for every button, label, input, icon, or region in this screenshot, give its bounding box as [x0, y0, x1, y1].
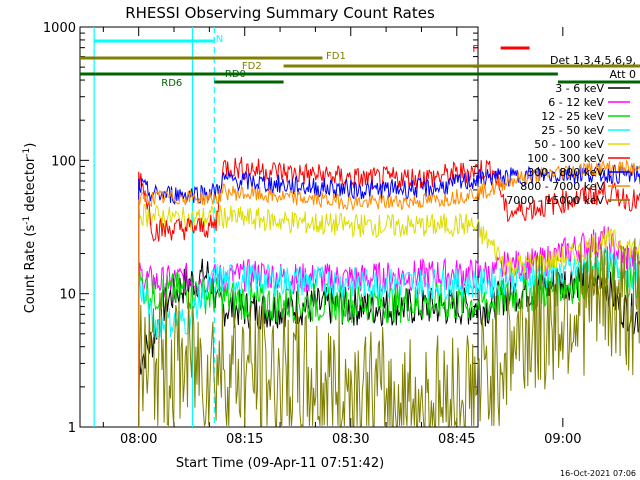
series-line	[138, 248, 640, 427]
legend-entry-label: 7000 - 15000 keV	[506, 194, 604, 207]
legend-entry-label: 800 - 7000 keV	[520, 180, 604, 193]
legend-entry-label: 3 - 6 keV	[555, 82, 604, 95]
y-tick-label: 10	[59, 288, 76, 303]
flag-label: N	[216, 34, 223, 45]
x-tick-label: 09:00	[544, 432, 581, 447]
y-axis-label-sup2: -1	[22, 148, 32, 157]
chart-title: RHESSI Observing Summary Count Rates	[125, 4, 435, 22]
y-axis-label-sup1: -1	[22, 216, 32, 225]
legend-entry-label: 50 - 100 keV	[534, 138, 604, 151]
y-axis-label: Count Rate (s-1 detector-1)	[22, 143, 38, 314]
y-tick-label: 1000	[43, 21, 76, 36]
flag-label: FD1	[326, 51, 346, 62]
y-tick-label: 100	[51, 154, 76, 169]
legend-entry-label: 300 - 800 keV	[527, 166, 604, 179]
plot-frame	[79, 26, 479, 428]
flag-label: RD6	[161, 78, 182, 89]
flag-label: F	[472, 44, 478, 55]
y-axis-label-main: Count Rate (s	[23, 225, 38, 314]
series-line	[138, 232, 640, 428]
x-tick-label: 08:30	[332, 432, 369, 447]
footer-date: 16-Oct-2021 07:06	[560, 469, 636, 478]
y-axis-label-mid: detector	[23, 156, 38, 216]
legend-header-line2: Att 0	[610, 68, 636, 81]
x-tick-label: 08:45	[438, 432, 475, 447]
series-line	[138, 202, 640, 427]
legend-entry-label: 6 - 12 keV	[548, 96, 604, 109]
y-axis-label-end: )	[23, 143, 38, 148]
flag-label: FD2	[242, 61, 262, 72]
flag-label: RD0	[225, 69, 246, 80]
x-tick-label: 08:15	[226, 432, 263, 447]
plot-border	[79, 26, 479, 428]
series-line	[138, 254, 640, 427]
y-tick-label: 1	[68, 421, 76, 436]
legend-entry-label: 12 - 25 keV	[541, 110, 604, 123]
series-line	[138, 162, 640, 427]
legend-header-line1: Det 1,3,4,5,6,9,	[550, 54, 636, 67]
x-axis-label: Start Time (09-Apr-11 07:51:42)	[176, 456, 384, 471]
series-line	[138, 159, 640, 427]
series-line	[138, 156, 640, 427]
series-lines	[138, 156, 640, 428]
x-tick-label: 08:00	[120, 432, 157, 447]
legend-entry-label: 100 - 300 keV	[527, 152, 604, 165]
legend-entry-label: 25 - 50 keV	[541, 124, 604, 137]
